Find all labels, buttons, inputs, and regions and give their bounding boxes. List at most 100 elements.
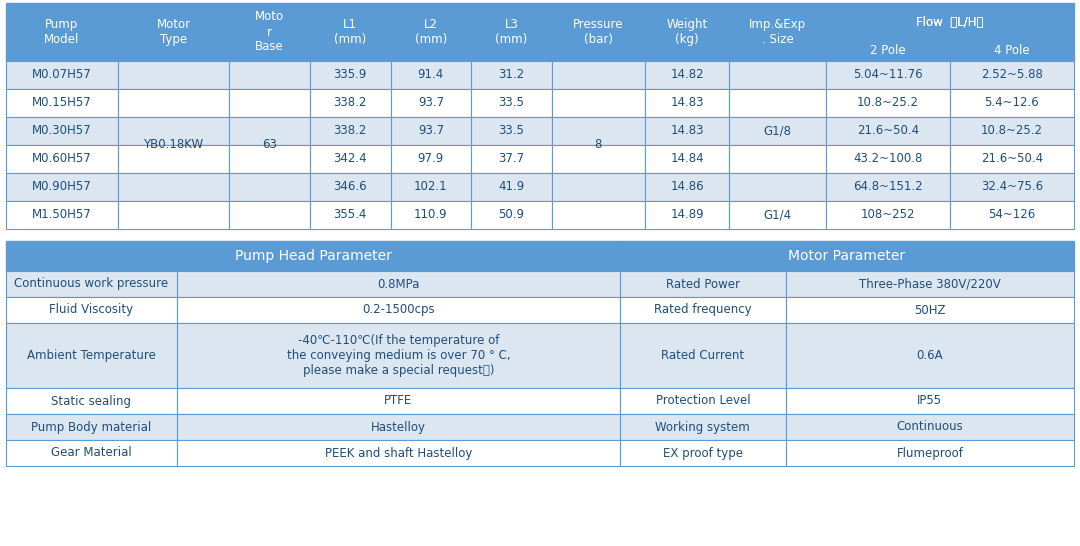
Bar <box>645 201 729 229</box>
Text: 346.6: 346.6 <box>334 181 367 193</box>
Text: 50HZ: 50HZ <box>914 304 946 317</box>
Bar <box>950 145 1074 173</box>
Bar <box>391 201 471 229</box>
Bar <box>6 241 1074 271</box>
Bar <box>229 201 310 229</box>
Text: 63: 63 <box>262 139 278 151</box>
Bar <box>310 173 391 201</box>
Bar <box>620 440 785 466</box>
Bar <box>729 201 826 229</box>
Text: Motor Parameter: Motor Parameter <box>788 249 906 263</box>
Bar <box>310 145 391 173</box>
Bar <box>6 271 177 297</box>
Text: 33.5: 33.5 <box>499 97 525 110</box>
Bar <box>391 3 471 61</box>
Bar <box>645 3 729 61</box>
Bar <box>826 3 1074 41</box>
Text: 43.2~100.8: 43.2~100.8 <box>853 152 922 165</box>
Bar <box>118 89 229 117</box>
Bar <box>645 145 729 173</box>
Bar <box>645 89 729 117</box>
Bar <box>118 61 229 89</box>
Bar <box>729 117 826 145</box>
Bar <box>552 173 645 201</box>
Bar <box>785 388 1074 414</box>
Text: Rated Current: Rated Current <box>661 349 744 362</box>
Text: Protection Level: Protection Level <box>656 395 751 407</box>
Bar <box>177 297 620 323</box>
Text: 93.7: 93.7 <box>418 97 444 110</box>
Bar <box>391 145 471 173</box>
Text: Working system: Working system <box>656 420 751 434</box>
Bar <box>785 323 1074 388</box>
Bar <box>826 145 950 173</box>
Bar <box>177 440 620 466</box>
Bar <box>950 117 1074 145</box>
Text: 355.4: 355.4 <box>334 209 367 222</box>
Bar <box>729 173 826 201</box>
Text: L2
(mm): L2 (mm) <box>415 18 447 46</box>
Bar <box>310 201 391 229</box>
Bar <box>6 297 177 323</box>
Text: 14.89: 14.89 <box>671 209 704 222</box>
Text: L3
(mm): L3 (mm) <box>496 18 528 46</box>
Bar <box>785 271 1074 297</box>
Text: M1.50H57: M1.50H57 <box>32 209 92 222</box>
Text: Flow  （L/H）: Flow （L/H） <box>916 15 984 28</box>
Bar <box>229 117 310 145</box>
Bar <box>229 61 310 89</box>
Text: PEEK and shaft Hastelloy: PEEK and shaft Hastelloy <box>325 447 472 460</box>
Bar <box>826 61 950 89</box>
Text: 14.82: 14.82 <box>671 68 704 81</box>
Text: 0.8MPa: 0.8MPa <box>377 277 420 290</box>
Text: -40℃-110℃(If the temperature of
the conveying medium is over 70 ° C,
please make: -40℃-110℃(If the temperature of the conv… <box>286 334 511 377</box>
Bar <box>229 3 310 61</box>
Text: Pump Head Parameter: Pump Head Parameter <box>234 249 391 263</box>
Text: M0.90H57: M0.90H57 <box>32 181 92 193</box>
Bar <box>118 201 229 229</box>
Bar <box>6 61 118 89</box>
Bar <box>177 271 620 297</box>
Text: 14.86: 14.86 <box>671 181 704 193</box>
Bar <box>177 323 620 388</box>
Text: Ambient Temperature: Ambient Temperature <box>27 349 156 362</box>
Text: 10.8~25.2: 10.8~25.2 <box>856 97 919 110</box>
Text: Static sealing: Static sealing <box>52 395 132 407</box>
Bar <box>118 173 229 201</box>
Bar <box>826 201 950 229</box>
Bar <box>471 201 552 229</box>
Text: 14.84: 14.84 <box>671 152 704 165</box>
Bar <box>785 440 1074 466</box>
Bar <box>118 117 229 145</box>
Bar <box>229 173 310 201</box>
Bar <box>471 173 552 201</box>
Bar <box>6 414 177 440</box>
Text: 14.83: 14.83 <box>671 124 704 138</box>
Text: Imp.&Exp
. Size: Imp.&Exp . Size <box>748 18 806 46</box>
Text: M0.30H57: M0.30H57 <box>32 124 92 138</box>
Bar <box>950 41 1074 61</box>
Text: Continuous work pressure: Continuous work pressure <box>14 277 168 290</box>
Text: 335.9: 335.9 <box>334 68 367 81</box>
Text: Pump
Model: Pump Model <box>44 18 80 46</box>
Bar <box>118 3 229 61</box>
Text: Pressure
(bar): Pressure (bar) <box>573 18 623 46</box>
Text: 41.9: 41.9 <box>498 181 525 193</box>
Text: 14.83: 14.83 <box>671 97 704 110</box>
Bar <box>471 3 552 61</box>
Text: 32.4~75.6: 32.4~75.6 <box>981 181 1043 193</box>
Text: 10.8~25.2: 10.8~25.2 <box>981 124 1043 138</box>
Bar <box>6 117 118 145</box>
Text: 0.2-1500cps: 0.2-1500cps <box>362 304 435 317</box>
Bar <box>729 89 826 117</box>
Bar <box>310 61 391 89</box>
Bar <box>729 3 826 61</box>
Bar <box>620 297 785 323</box>
Text: 8: 8 <box>595 139 602 151</box>
Bar <box>552 117 645 145</box>
Text: 91.4: 91.4 <box>418 68 444 81</box>
Bar <box>552 61 645 89</box>
Bar <box>6 201 118 229</box>
Bar <box>6 323 177 388</box>
Text: Gear Material: Gear Material <box>51 447 132 460</box>
